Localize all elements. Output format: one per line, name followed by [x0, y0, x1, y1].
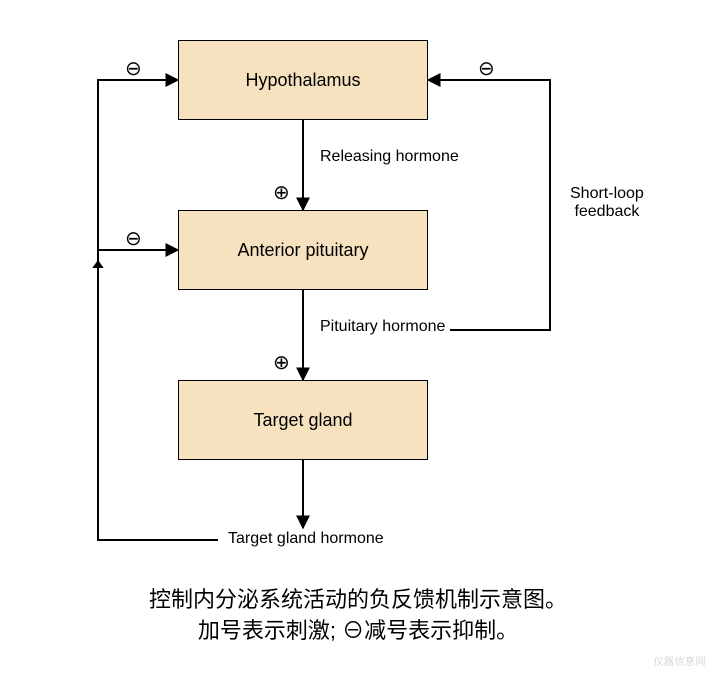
- node-hypothalamus-label: Hypothalamus: [245, 70, 360, 91]
- node-hypothalamus: Hypothalamus: [178, 40, 428, 120]
- minus-icon: ⊖: [125, 226, 142, 251]
- caption-line-2: 加号表示刺激; ⊖减号表示抑制。: [0, 616, 716, 647]
- node-anterior-pituitary-label: Anterior pituitary: [237, 240, 368, 261]
- minus-icon: ⊖: [125, 56, 142, 81]
- plus-icon: ⊕: [273, 350, 290, 375]
- plus-icon: ⊕: [273, 180, 290, 205]
- caption-line-1: 控制内分泌系统活动的负反馈机制示意图。: [0, 585, 716, 616]
- node-anterior-pituitary: Anterior pituitary: [178, 210, 428, 290]
- label-pituitary-hormone: Pituitary hormone: [320, 318, 445, 336]
- figure-caption: 控制内分泌系统活动的负反馈机制示意图。 加号表示刺激; ⊖减号表示抑制。: [0, 585, 716, 647]
- feedback-diagram: Hypothalamus Anterior pituitary Target g…: [0, 0, 716, 680]
- node-target-gland-label: Target gland: [253, 410, 352, 431]
- label-releasing-hormone: Releasing hormone: [320, 148, 459, 166]
- minus-icon: ⊖: [478, 56, 495, 81]
- watermark: 仪器信息网: [654, 653, 707, 668]
- node-target-gland: Target gland: [178, 380, 428, 460]
- label-short-loop-feedback: Short-loop feedback: [570, 185, 644, 221]
- label-target-gland-hormone: Target gland hormone: [228, 530, 384, 548]
